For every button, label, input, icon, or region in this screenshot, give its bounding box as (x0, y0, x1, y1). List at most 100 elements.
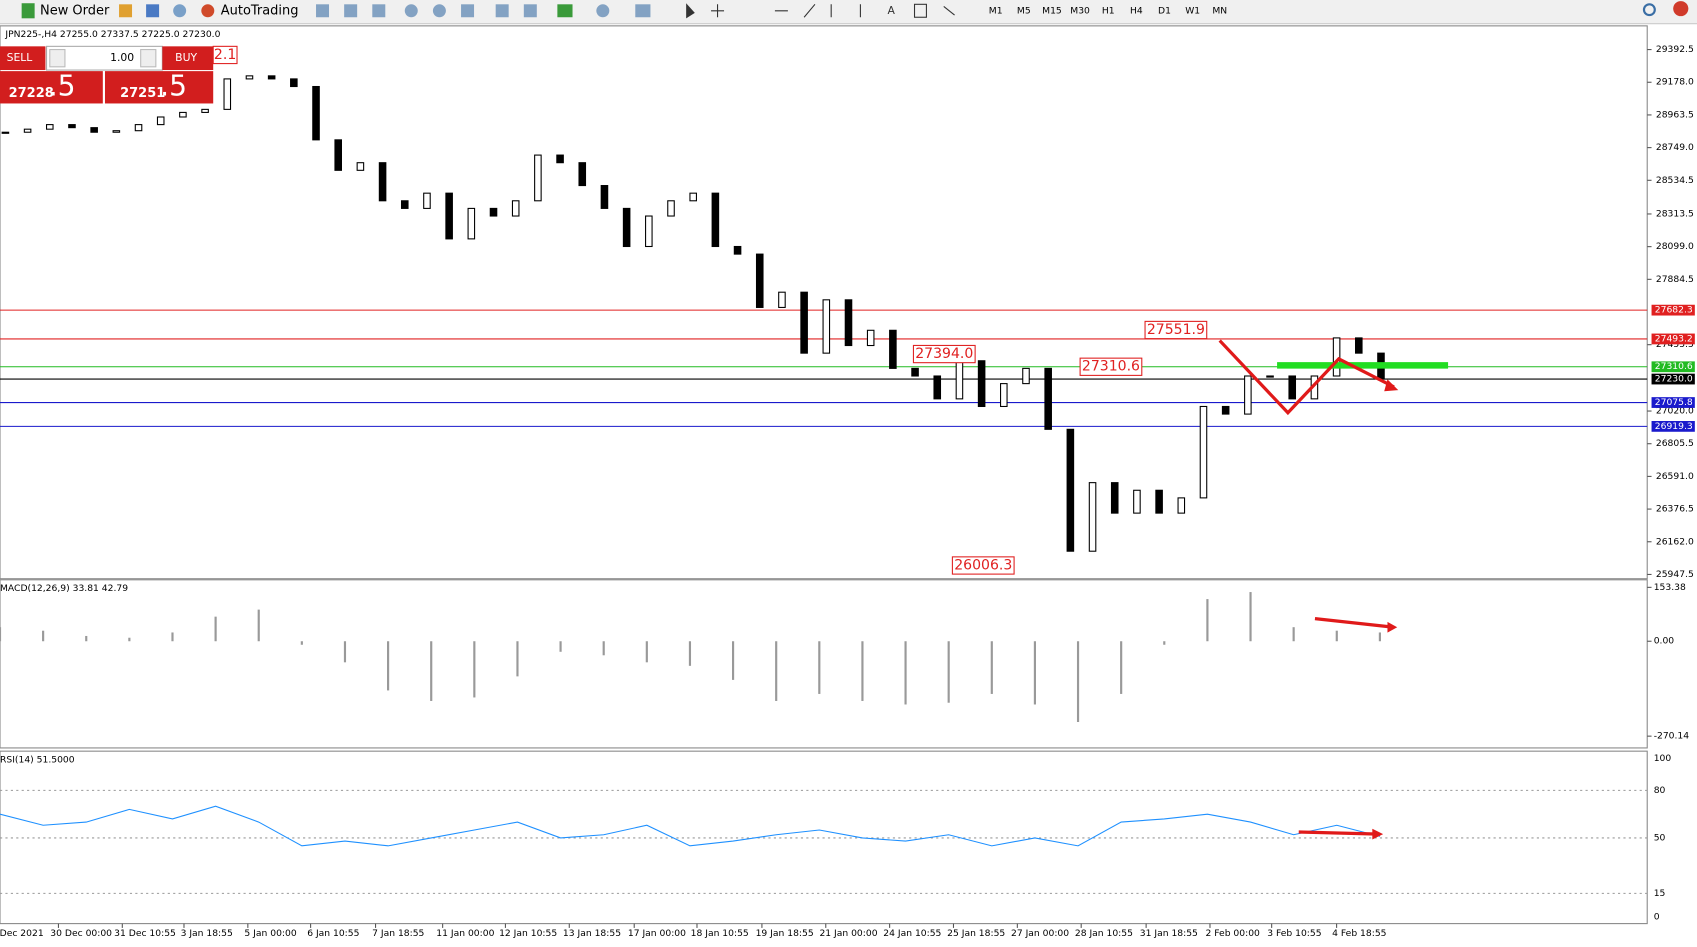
date-label: 11 Jan 00:00 (436, 928, 494, 939)
ask-box[interactable] (104, 71, 214, 104)
bid-price: 27228 (9, 86, 54, 101)
candle (889, 329, 897, 369)
timeframe-button[interactable]: D1 (1158, 5, 1171, 16)
toolbar-icons: A (316, 1, 1689, 19)
partial-annotation: 2.1 (214, 47, 236, 63)
autotrading-button[interactable]: AutoTrading (221, 3, 299, 18)
price-tick-label: 26376.5 (1656, 504, 1694, 515)
candle (489, 207, 498, 217)
date-label: 24 Jan 10:55 (883, 928, 941, 939)
level-label: 27230.0 (1655, 374, 1693, 385)
icon[interactable] (119, 4, 133, 18)
candle (1088, 482, 1097, 552)
price-annotation: 27394.0 (915, 346, 973, 362)
candle (1044, 367, 1052, 430)
new-order-icon[interactable] (21, 3, 35, 19)
rsi-tick-label: 100 (1654, 753, 1672, 764)
date-label: 2 Feb 00:00 (1206, 928, 1261, 939)
level-label: 27493.2 (1655, 333, 1693, 344)
candle (423, 192, 431, 209)
candle (23, 128, 32, 133)
candle (1, 131, 10, 134)
bid-box[interactable] (0, 71, 103, 104)
candle (1066, 428, 1075, 552)
level-tag (1651, 420, 1695, 432)
candle (1244, 375, 1252, 415)
level-label: 26919.3 (1655, 421, 1693, 432)
candle (600, 185, 609, 209)
price-annotation-box (912, 344, 976, 364)
candle (245, 75, 254, 80)
candle (378, 162, 387, 202)
candle (622, 207, 631, 248)
candle (1221, 405, 1230, 415)
date-label: 13 Jan 18:55 (563, 928, 621, 939)
price-annotation: 27551.9 (1147, 322, 1205, 338)
level-label: 27682.3 (1655, 305, 1693, 316)
timeframe-button[interactable]: M5 (1017, 5, 1031, 16)
price-tick-label: 28963.5 (1656, 109, 1694, 120)
buy-button[interactable] (162, 46, 214, 71)
candle (356, 162, 365, 171)
candle (445, 192, 453, 240)
candle (1288, 375, 1297, 400)
date-label: 31 Jan 18:55 (1140, 928, 1198, 939)
macd-tick-label: 153.38 (1654, 582, 1686, 593)
candle (156, 116, 165, 126)
timeframe-button[interactable]: H4 (1130, 5, 1143, 16)
price-tick-label: 28749.0 (1656, 142, 1694, 153)
candle (334, 139, 342, 171)
drawings (1218, 339, 1449, 840)
price-tick-label: 29178.0 (1656, 77, 1694, 88)
candle (1022, 367, 1030, 385)
timeframe-button[interactable]: H1 (1102, 5, 1115, 16)
lot-value[interactable]: 1.00 (110, 51, 134, 64)
date-label: 27 Jan 00:00 (1011, 928, 1069, 939)
candle (1332, 337, 1341, 377)
timeframe-button[interactable]: MN (1212, 5, 1227, 16)
price-annotation: 27310.6 (1082, 359, 1140, 375)
candle (112, 130, 121, 133)
autotrading-icon[interactable] (201, 4, 215, 18)
date-label: 31 Dec 10:55 (114, 928, 176, 939)
sell-button[interactable] (0, 46, 46, 71)
date-label: Dec 2021 (0, 928, 44, 939)
date-label: 3 Jan 18:55 (181, 928, 233, 939)
rsi-label: RSI(14) 51.5000 (0, 754, 75, 765)
timeframe-button[interactable]: W1 (1185, 5, 1200, 16)
macd-label: MACD(12,26,9) 33.81 42.79 (0, 583, 128, 594)
candle (689, 192, 697, 202)
price-tick-label: 27020.0 (1656, 406, 1694, 417)
candle (556, 154, 564, 164)
price-tick-label: 27884.5 (1656, 274, 1694, 285)
rsi-tick-label: 15 (1654, 888, 1666, 899)
level-tag (1651, 304, 1695, 316)
candle (1000, 383, 1008, 408)
price-tick-label: 27455.5 (1656, 339, 1694, 350)
timeframe-button[interactable]: M1 (989, 5, 1003, 16)
price-annotation-box (1144, 320, 1208, 340)
price-tick-label: 28534.5 (1656, 175, 1694, 186)
candle (733, 245, 742, 255)
new-order-button[interactable]: New Order (40, 3, 110, 18)
candle (134, 124, 143, 132)
candle (645, 215, 653, 248)
candle (667, 200, 675, 217)
timeframe-button[interactable]: M30 (1070, 5, 1090, 16)
icon[interactable] (173, 4, 187, 18)
price-annotation: 26006.3 (954, 558, 1012, 574)
candle (933, 375, 942, 400)
timeframe-button[interactable]: M15 (1042, 5, 1062, 16)
buy-label[interactable]: BUY (175, 51, 197, 64)
candle (1133, 489, 1141, 514)
candle (1199, 405, 1208, 499)
candle (844, 299, 853, 347)
candle (400, 200, 409, 209)
icon[interactable] (146, 4, 160, 18)
level-tag (1651, 333, 1695, 345)
rsi-line (0, 805, 1381, 847)
price-annotation-box (1079, 357, 1143, 376)
sell-label[interactable]: SELL (7, 51, 33, 64)
rsi-tick-label: 80 (1654, 785, 1666, 796)
